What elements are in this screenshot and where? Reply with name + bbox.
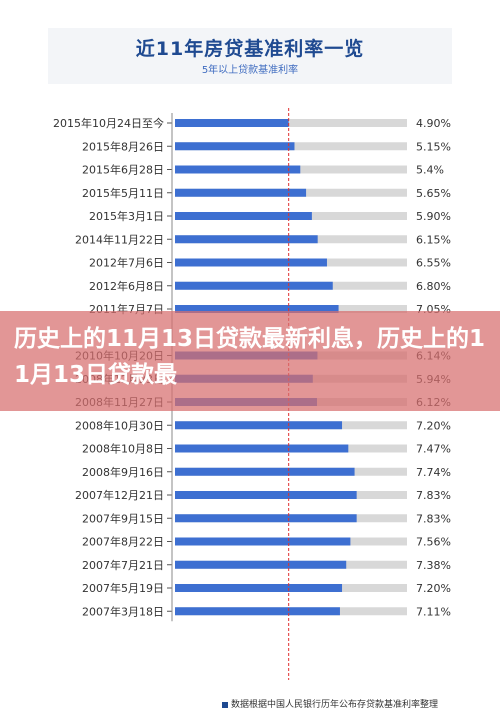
category-label: 2008年9月16日 (82, 465, 164, 479)
bar (175, 188, 307, 197)
category-label: 2012年6月8日 (89, 279, 164, 293)
category-label: 2008年10月30日 (75, 418, 164, 432)
value-label: 5.15% (416, 140, 451, 153)
bar (175, 258, 327, 267)
category-label: 2015年8月26日 (82, 139, 164, 153)
bar (175, 212, 312, 220)
value-label: 7.38% (416, 559, 451, 572)
value-label: 5.90% (416, 210, 451, 223)
bar (175, 607, 340, 616)
bar (175, 584, 343, 592)
footnote-bullet-icon (222, 701, 228, 708)
category-label: 2015年6月28日 (82, 163, 164, 177)
category-tick (167, 587, 172, 589)
value-label: 7.74% (416, 466, 451, 479)
value-label: 7.56% (416, 536, 451, 549)
bar (175, 421, 343, 430)
category-tick (167, 145, 172, 147)
title-band (48, 28, 452, 84)
category-label: 2007年8月22日 (82, 535, 164, 549)
bar (175, 165, 301, 174)
bar (175, 560, 347, 569)
value-label: 7.11% (416, 605, 451, 618)
value-label: 7.20% (416, 419, 451, 432)
category-tick (167, 564, 172, 566)
category-tick (167, 517, 172, 519)
chart-subtitle: 5年以上贷款基准利率 (201, 65, 299, 76)
footnote-text: 数据根据中国人民银行历年公布存贷款基准利率整理 (231, 700, 439, 710)
bar (175, 305, 339, 313)
category-tick (167, 262, 172, 263)
category-tick (167, 494, 172, 496)
bar (175, 142, 295, 151)
category-tick (167, 308, 172, 310)
category-label: 2007年3月18日 (82, 604, 164, 618)
category-label: 2007年12月21日 (75, 488, 164, 502)
value-label: 7.20% (416, 582, 451, 595)
category-tick (167, 610, 172, 612)
value-label: 6.80% (416, 280, 451, 293)
value-label: 5.65% (416, 187, 451, 200)
value-label: 6.55% (416, 257, 451, 270)
category-tick (167, 169, 172, 170)
bar (175, 537, 351, 546)
value-label: 6.15% (416, 233, 451, 246)
value-label: 4.90% (416, 117, 451, 130)
category-tick (167, 122, 172, 124)
category-tick (167, 215, 172, 217)
category-tick (167, 424, 172, 426)
category-tick (167, 285, 172, 287)
category-tick (167, 238, 172, 240)
value-label: 5.4% (416, 164, 444, 177)
chart-title: 近11年房贷基准利率一览 (135, 38, 365, 60)
bar (175, 281, 333, 290)
category-tick (167, 541, 172, 542)
category-label: 2015年3月1日 (89, 209, 164, 223)
category-label: 2014年11月22日 (75, 232, 164, 246)
bar (175, 514, 357, 523)
value-label: 7.83% (416, 512, 451, 525)
category-label: 2008年10月8日 (82, 442, 164, 456)
footnote: 数据根据中国人民银行历年公布存贷款基准利率整理 (222, 697, 438, 710)
headline-overlay (0, 311, 500, 411)
bar (175, 444, 349, 453)
category-label: 2015年10月24日至今 (53, 116, 164, 130)
bar (175, 491, 357, 499)
category-tick (167, 471, 172, 473)
bar (175, 235, 318, 244)
bar (175, 467, 355, 476)
bar-track (175, 119, 407, 127)
value-label: 7.83% (416, 489, 451, 502)
bar (175, 119, 289, 127)
value-label: 7.47% (416, 443, 451, 456)
category-label: 2007年9月15日 (82, 511, 164, 525)
category-label: 2015年5月11日 (82, 186, 164, 200)
headline-text: 历史上的11月13日贷款最新利息，历史上的11月13日贷款最 (14, 326, 486, 388)
category-label: 2012年7月6日 (89, 256, 164, 270)
category-label: 2007年5月19日 (82, 581, 164, 595)
category-tick (167, 448, 172, 449)
category-label: 2007年7月21日 (82, 558, 164, 572)
category-tick (167, 192, 172, 194)
